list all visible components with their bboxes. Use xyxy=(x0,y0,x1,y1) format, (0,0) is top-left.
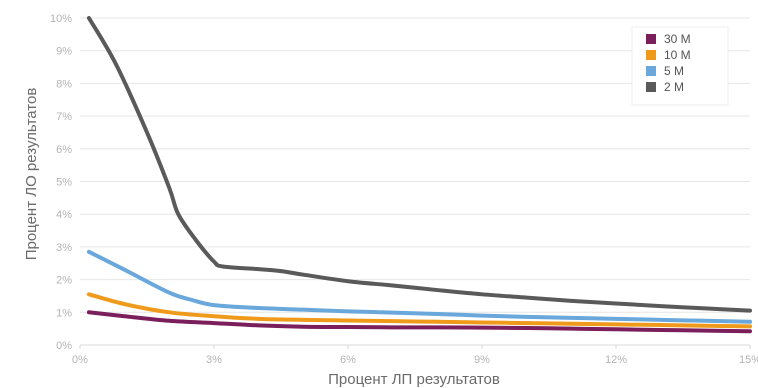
x-tick-label: 3% xyxy=(206,354,222,366)
y-tick-labels: 0% 1% 2% 3% 4% 5% 6% 7% 8% 9% 10% xyxy=(50,13,72,352)
grid xyxy=(80,17,750,313)
y-axis-label: Процент ЛО результатов xyxy=(23,88,40,261)
y-tick-label: 6% xyxy=(56,144,72,156)
legend: 30 M 10 M 5 M 2 M xyxy=(631,26,729,106)
legend-label-30m: 30 M xyxy=(664,32,691,46)
legend-items: 30 M 10 M 5 M 2 M xyxy=(646,32,691,94)
y-tick-label: 3% xyxy=(56,242,72,254)
y-tick-label: 10% xyxy=(50,13,72,25)
x-tick-label: 15% xyxy=(739,354,758,366)
legend-swatch-30m xyxy=(646,34,656,44)
x-tick-label: 0% xyxy=(72,354,88,366)
legend-swatch-10m xyxy=(646,50,656,60)
series-line-5m xyxy=(86,249,752,324)
legend-label-10m: 10 M xyxy=(664,48,691,62)
y-tick-label: 1% xyxy=(56,307,72,319)
series-lines xyxy=(86,16,752,334)
series-line-30m xyxy=(86,310,752,334)
legend-label-5m: 5 M xyxy=(664,64,684,78)
y-tick-label: 0% xyxy=(56,340,72,352)
legend-swatch-5m xyxy=(646,66,656,76)
legend-swatch-2m xyxy=(646,82,656,92)
y-tick-label: 5% xyxy=(56,177,72,189)
x-tick-labels: 0% 3% 6% 9% 12% 15% xyxy=(72,354,758,366)
axes xyxy=(79,344,751,349)
y-tick-label: 9% xyxy=(56,46,72,58)
y-tick-label: 2% xyxy=(56,275,72,287)
series-line-2m xyxy=(86,16,752,313)
x-tick-label: 9% xyxy=(474,354,490,366)
series-line-10m xyxy=(86,292,752,329)
y-tick-label: 7% xyxy=(56,111,72,123)
y-tick-label: 8% xyxy=(56,78,72,90)
x-tick-label: 12% xyxy=(605,354,627,366)
x-axis-label: Процент ЛП результатов xyxy=(328,371,500,388)
y-tick-label: 4% xyxy=(56,209,72,221)
legend-label-2m: 2 M xyxy=(664,80,684,94)
x-tick-label: 6% xyxy=(340,354,356,366)
